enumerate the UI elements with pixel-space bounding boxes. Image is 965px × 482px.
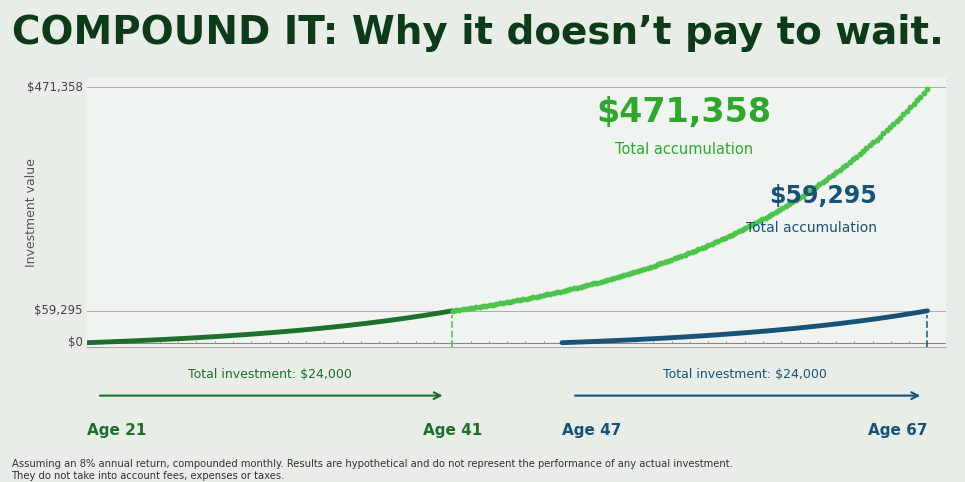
Text: Investment value: Investment value bbox=[24, 158, 38, 267]
Text: Total investment: $24,000: Total investment: $24,000 bbox=[187, 368, 351, 380]
Text: $59,295: $59,295 bbox=[769, 184, 877, 208]
Text: Age 41: Age 41 bbox=[423, 423, 482, 438]
Text: $471,358: $471,358 bbox=[27, 81, 83, 94]
Text: Assuming an 8% annual return, compounded monthly. Results are hypothetical and d: Assuming an 8% annual return, compounded… bbox=[12, 459, 732, 481]
Text: $0: $0 bbox=[68, 336, 83, 349]
Text: COMPOUND IT: Why it doesn’t pay to wait.: COMPOUND IT: Why it doesn’t pay to wait. bbox=[12, 14, 944, 53]
Text: Total accumulation: Total accumulation bbox=[615, 143, 753, 158]
Text: Age 47: Age 47 bbox=[562, 423, 621, 438]
Text: $59,295: $59,295 bbox=[34, 304, 83, 317]
Text: Age 21: Age 21 bbox=[87, 423, 147, 438]
Text: Age 67: Age 67 bbox=[868, 423, 927, 438]
Text: $471,358: $471,358 bbox=[596, 96, 771, 129]
Text: Total investment: $24,000: Total investment: $24,000 bbox=[663, 368, 827, 380]
Text: Total accumulation: Total accumulation bbox=[746, 221, 877, 235]
